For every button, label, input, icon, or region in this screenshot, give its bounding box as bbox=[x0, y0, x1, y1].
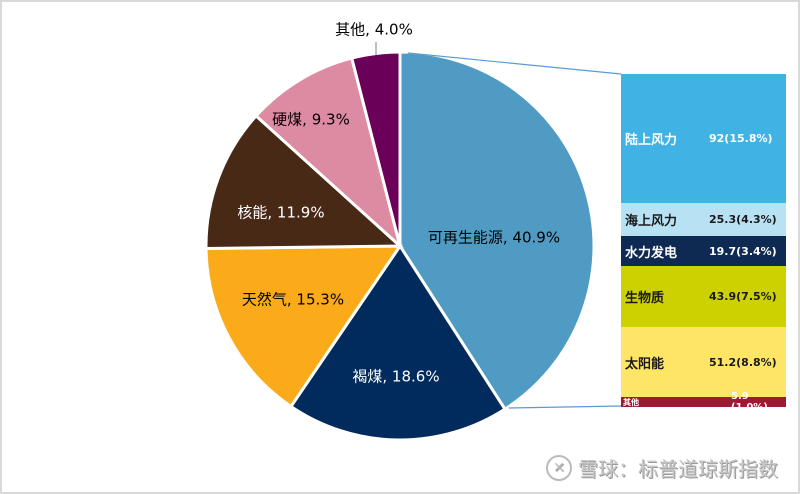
snowball-logo-icon: ✕ bbox=[546, 454, 572, 481]
connector-line-bottom bbox=[508, 405, 622, 409]
breakdown-bar-biomass: 生物质 43.9(7.5%) bbox=[621, 266, 786, 327]
connector-line-top bbox=[407, 52, 622, 75]
pie-slice bbox=[288, 243, 508, 442]
breakdown-name: 海上风力 bbox=[625, 214, 678, 229]
breakdown-value: 51.2(8.8%) bbox=[709, 355, 777, 369]
slice-label-other: 其他, 4.0% bbox=[335, 20, 413, 39]
watermark-text: 雪球：标普道琼斯指数 bbox=[578, 457, 778, 481]
breakdown-name: 其他 bbox=[623, 397, 639, 407]
slice-label-nuclear: 核能, 11.9% bbox=[237, 203, 325, 222]
breakdown-name: 陆上风力 bbox=[625, 133, 678, 148]
pie-slice bbox=[204, 244, 403, 409]
breakdown-bar-offshore-wind: 海上风力 25.3(4.3%) bbox=[621, 203, 786, 236]
breakdown-bar-other: 其他 5.9 (1.0%) bbox=[621, 391, 786, 413]
breakdown-value: 19.7(3.4%) bbox=[709, 244, 777, 258]
breakdown-name: 生物质 bbox=[625, 291, 665, 306]
breakdown-bar-solar: 太阳能 51.2(8.8%) bbox=[621, 327, 786, 397]
slice-label-lignite: 褐煤, 18.6% bbox=[352, 367, 440, 386]
breakdown-name: 太阳能 bbox=[625, 356, 665, 372]
breakdown-value: 25.3(4.3%) bbox=[709, 213, 777, 226]
watermark: ✕ 雪球：标普道琼斯指数 bbox=[546, 453, 778, 482]
breakdown-bar-hydro: 水力发电 19.7(3.4%) bbox=[621, 236, 786, 266]
breakdown-value: 43.9(7.5%) bbox=[709, 290, 777, 303]
slice-label-natural-gas: 天然气, 15.3% bbox=[241, 290, 345, 309]
pie-slice bbox=[204, 113, 404, 250]
pie-slice bbox=[253, 56, 403, 251]
breakdown-value: 5.9 (1.0%) bbox=[731, 391, 768, 413]
slice-label-hard-coal: 硬煤, 9.3% bbox=[272, 110, 350, 129]
breakdown-bar-onshore-wind: 陆上风力 92(15.8%) bbox=[621, 74, 786, 203]
breakdown-value: 92(15.8%) bbox=[709, 132, 773, 145]
slice-label-renewables: 可再生能源, 40.9% bbox=[427, 228, 561, 247]
breakdown-name: 水力发电 bbox=[625, 245, 678, 261]
